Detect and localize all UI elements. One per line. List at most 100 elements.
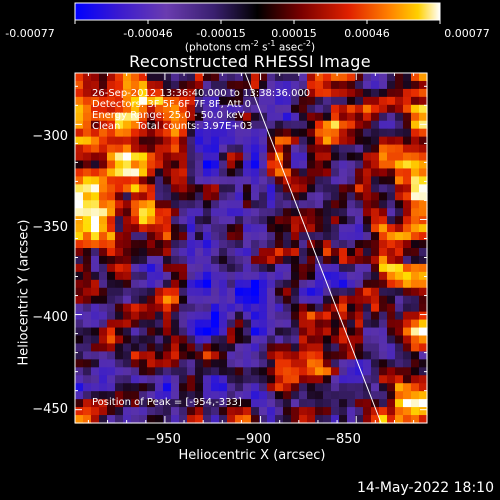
- heatmap-cell: [243, 104, 252, 114]
- heatmap-cell: [315, 224, 324, 233]
- heatmap-cell: [363, 263, 372, 273]
- heatmap-cell: [131, 327, 140, 337]
- heatmap-cell: [339, 415, 348, 424]
- heatmap-cell: [259, 343, 268, 352]
- info-time-range: 26-Sep-2012 13:36:40.000 to 13:38:36.000: [92, 88, 311, 99]
- heatmap-cell: [227, 80, 236, 90]
- heatmap-cell: [99, 255, 108, 265]
- heatmap-cell: [171, 375, 180, 384]
- heatmap-cell: [179, 216, 188, 225]
- heatmap-cell: [419, 200, 428, 209]
- heatmap-cell: [395, 80, 404, 90]
- heatmap-cell: [283, 303, 292, 313]
- heatmap-cell: [291, 327, 300, 337]
- heatmap-cell: [307, 383, 316, 392]
- heatmap-cell: [419, 184, 428, 193]
- heatmap-cell: [131, 375, 140, 384]
- heatmap-cell: [363, 319, 372, 329]
- heatmap-cell: [299, 208, 308, 217]
- heatmap-cell: [131, 184, 140, 193]
- heatmap-cell: [331, 136, 340, 146]
- heatmap-cell: [307, 232, 316, 241]
- heatmap-cell: [307, 271, 316, 281]
- heatmap-cell: [323, 359, 332, 368]
- heatmap-cell: [411, 287, 420, 297]
- heatmap-cell: [387, 351, 396, 360]
- heatmap-cell: [243, 240, 252, 249]
- heatmap-cell: [203, 319, 212, 329]
- heatmap-cell: [347, 287, 356, 297]
- heatmap-cell: [283, 287, 292, 297]
- heatmap-cell: [187, 391, 196, 400]
- heatmap-cell: [171, 192, 180, 201]
- heatmap-cell: [123, 80, 132, 90]
- heatmap-cell: [211, 176, 220, 185]
- heatmap-cell: [131, 303, 140, 313]
- heatmap-cell: [315, 240, 324, 249]
- heatmap-cell: [299, 319, 308, 329]
- heatmap-cell: [291, 287, 300, 297]
- heatmap-cell: [339, 248, 348, 257]
- heatmap-cell: [339, 128, 348, 138]
- heatmap-cell: [203, 144, 212, 154]
- heatmap-cell: [99, 120, 108, 130]
- heatmap-cell: [299, 351, 308, 360]
- heatmap-cell: [395, 319, 404, 329]
- heatmap-cell: [251, 263, 260, 273]
- heatmap-cell: [211, 96, 220, 106]
- heatmap-cell: [147, 192, 156, 201]
- heatmap-cell: [387, 192, 396, 201]
- heatmap-cell: [411, 73, 420, 82]
- heatmap-cell: [211, 383, 220, 392]
- heatmap-cell: [227, 208, 236, 217]
- heatmap-cell: [203, 200, 212, 209]
- heatmap-cell: [371, 192, 380, 201]
- heatmap-cell: [219, 96, 228, 106]
- heatmap-cell: [107, 192, 116, 201]
- heatmap-cell: [203, 263, 212, 273]
- heatmap-cell: [395, 232, 404, 241]
- heatmap-cell: [291, 311, 300, 321]
- heatmap-cell: [91, 367, 100, 376]
- heatmap-cell: [251, 391, 260, 400]
- heatmap-cell: [155, 88, 164, 98]
- heatmap-cell: [347, 391, 356, 400]
- heatmap-cell: [379, 383, 388, 392]
- heatmap-cell: [147, 240, 156, 249]
- heatmap-cell: [83, 216, 92, 225]
- heatmap-cell: [131, 224, 140, 233]
- heatmap-cell: [347, 399, 356, 408]
- heatmap-cell: [107, 184, 116, 193]
- heatmap-cell: [267, 232, 276, 241]
- heatmap-cell: [307, 399, 316, 408]
- heatmap-cell: [203, 176, 212, 185]
- heatmap-cell: [307, 216, 316, 225]
- heatmap-cell: [379, 144, 388, 154]
- heatmap-cell: [139, 343, 148, 352]
- heatmap-cell: [299, 144, 308, 154]
- heatmap-cell: [395, 351, 404, 360]
- heatmap-cell: [251, 240, 260, 249]
- heatmap-cell: [347, 192, 356, 201]
- heatmap-cell: [323, 168, 332, 177]
- heatmap-cell: [379, 224, 388, 233]
- heatmap-cell: [275, 192, 284, 201]
- heatmap-cell: [283, 351, 292, 360]
- heatmap-cell: [115, 208, 124, 217]
- heatmap-cell: [339, 200, 348, 209]
- heatmap-cell: [395, 128, 404, 138]
- heatmap-cell: [347, 383, 356, 392]
- heatmap-cell: [227, 112, 236, 122]
- heatmap-cell: [395, 407, 404, 416]
- heatmap-cell: [187, 88, 196, 98]
- heatmap-cell: [283, 136, 292, 146]
- heatmap-cell: [227, 399, 236, 408]
- heatmap-cell: [131, 255, 140, 265]
- heatmap-cell: [379, 152, 388, 162]
- heatmap-cell: [99, 168, 108, 177]
- heatmap-cell: [363, 152, 372, 162]
- heatmap-cell: [411, 144, 420, 154]
- heatmap-cell: [355, 319, 364, 329]
- heatmap-cell: [275, 287, 284, 297]
- heatmap-cell: [347, 80, 356, 90]
